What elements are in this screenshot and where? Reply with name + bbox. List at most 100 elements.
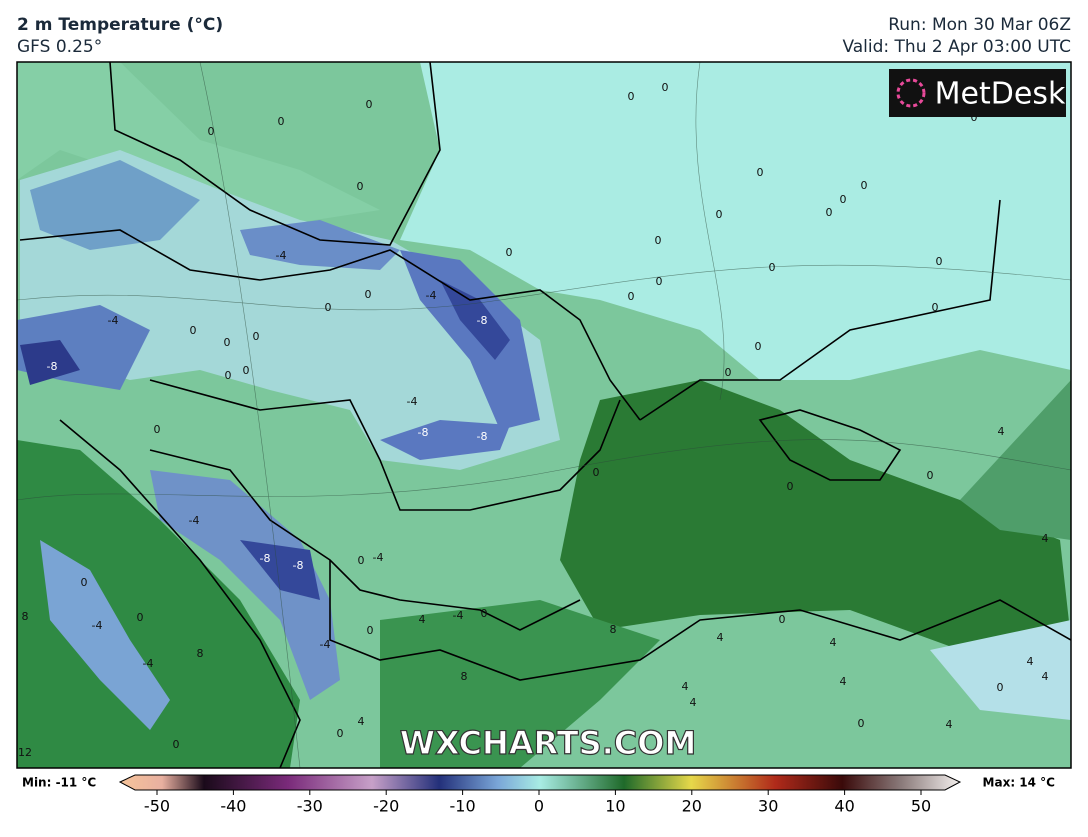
valid: Valid: Thu 2 Apr 03:00 UTC [842, 37, 1071, 57]
contour-label: 0 [787, 480, 794, 493]
contour-label: 4 [830, 636, 837, 649]
contour-label: -8 [293, 559, 304, 572]
colorbar-tick-label: 0 [534, 797, 544, 816]
logo-box [889, 69, 1066, 117]
contour-label: -4 [426, 289, 437, 302]
contour-label: 4 [682, 680, 689, 693]
contour-label: 4 [690, 696, 697, 709]
contour-label: 0 [725, 366, 732, 379]
contour-label: -4 [320, 638, 331, 651]
contour-label: -8 [477, 430, 488, 443]
logo: MetDesk [935, 77, 1066, 112]
colorbar-tick-label: -30 [297, 797, 323, 816]
colorbar-tick-label: 10 [605, 797, 625, 816]
colorbar-bar [118, 774, 962, 791]
contour-label: 4 [1042, 670, 1049, 683]
contour-label: 0 [357, 180, 364, 193]
contour-label: 0 [366, 98, 373, 111]
contour-label: -4 [407, 395, 418, 408]
contour-label: 0 [208, 125, 215, 138]
logo-icon [896, 78, 926, 108]
contour-label: 0 [861, 179, 868, 192]
contour-label: -4 [276, 249, 287, 262]
contour-label: 0 [858, 717, 865, 730]
contour-label: 0 [755, 340, 762, 353]
contour-label: 0 [367, 624, 374, 637]
colorbar-tick-label: 50 [911, 797, 931, 816]
contour-label: 0 [656, 275, 663, 288]
contour-label: 0 [628, 290, 635, 303]
contour-label: 0 [716, 208, 723, 221]
contour-label: 0 [365, 288, 372, 301]
contour-label: 0 [278, 115, 285, 128]
contour-label: -8 [418, 426, 429, 439]
contour-label: 0 [932, 301, 939, 314]
subtitle: GFS 0.25° [17, 37, 102, 57]
map: WXCHARTS.COM 0 0 0 0 0 0 0 0 0 0 0 0 0 0 0 0 0 0 0 -4 -4 -4 -8… [17, 62, 1071, 768]
contour-label: 4 [1027, 655, 1034, 668]
colorbar-tick-label: 40 [834, 797, 854, 816]
contour-label: 0 [593, 466, 600, 479]
contour-label: 0 [757, 166, 764, 179]
colorbar-tick-label: -50 [144, 797, 170, 816]
contour-label: 0 [190, 324, 197, 337]
contour-label: 4 [998, 425, 1005, 438]
map-frame [16, 61, 1072, 769]
contour-label: -4 [108, 314, 119, 327]
contour-label: 0 [253, 330, 260, 343]
contour-label: 0 [337, 727, 344, 740]
contour-label: 0 [779, 613, 786, 626]
colorbar-tick-label: -10 [450, 797, 476, 816]
contour-label: 0 [506, 246, 513, 259]
title: 2 m Temperature (°C) [17, 15, 223, 35]
contour-label: 4 [946, 718, 953, 731]
contour-label: 4 [419, 613, 426, 626]
contour-label: 4 [717, 631, 724, 644]
contour-label: 0 [927, 469, 934, 482]
contour-label: 8 [461, 670, 468, 683]
contour-label: 0 [173, 738, 180, 751]
colorbar-tick-label: -40 [220, 797, 246, 816]
contour-label: 4 [1042, 532, 1049, 545]
contour-label: -4 [453, 609, 464, 622]
contour-label: 12 [18, 746, 32, 759]
contour-label: 0 [154, 423, 161, 436]
contour-label: 8 [610, 623, 617, 636]
contour-label: 0 [997, 681, 1004, 694]
colorbar-tick-label: 30 [758, 797, 778, 816]
colorbar-tick-label: 20 [682, 797, 702, 816]
colorbar-tick-label: -20 [373, 797, 399, 816]
contour-label: 0 [481, 607, 488, 620]
contour-label: 0 [137, 611, 144, 624]
colorbar: Min: -11 °C Max: 14 °C -50 -40 -30 -20 -10 0 1… [22, 774, 1056, 816]
contour-label: 4 [358, 715, 365, 728]
contour-label: 0 [826, 206, 833, 219]
contour-label: 4 [840, 675, 847, 688]
contour-label: 0 [655, 234, 662, 247]
contour-label: 8 [197, 647, 204, 660]
contour-label: 8 [22, 610, 29, 623]
contour-label: 0 [628, 90, 635, 103]
contour-label: 0 [243, 364, 250, 377]
contour-label: 0 [769, 261, 776, 274]
contour-label: -4 [143, 657, 154, 670]
contour-label: 0 [971, 111, 978, 124]
contour-label: 0 [325, 301, 332, 314]
contour-label: 0 [936, 255, 943, 268]
contour-label: -8 [260, 552, 271, 565]
contour-label: -4 [92, 619, 103, 632]
contour-label: 0 [225, 369, 232, 382]
contour-label: 0 [358, 554, 365, 567]
watermark: WXCHARTS.COM [400, 724, 697, 762]
contour-label: 0 [662, 81, 669, 94]
contour-label: -8 [477, 314, 488, 327]
contour-label: 0 [224, 336, 231, 349]
max-label: Max: 14 °C [983, 776, 1056, 790]
contour-label: -4 [373, 551, 384, 564]
run: Run: Mon 30 Mar 06Z [888, 15, 1071, 35]
contour-label: 0 [840, 193, 847, 206]
contour-label: -8 [47, 360, 58, 373]
min-label: Min: -11 °C [22, 776, 96, 790]
contour-label: -4 [189, 514, 200, 527]
